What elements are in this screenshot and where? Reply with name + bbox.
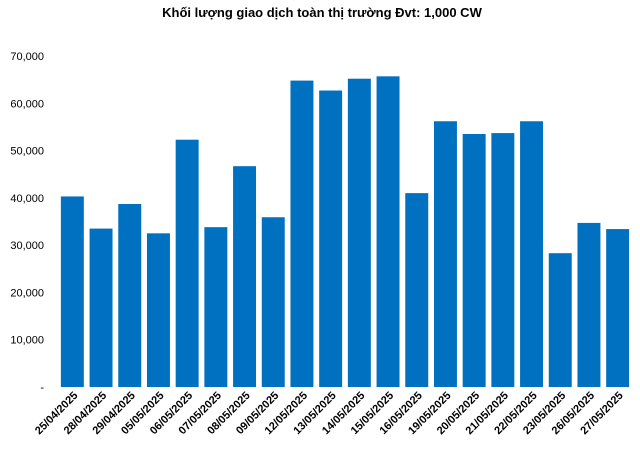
- bar: [60, 196, 84, 387]
- bar: [491, 133, 515, 387]
- bar: [520, 121, 544, 387]
- bars: [60, 76, 630, 388]
- bar: [146, 233, 170, 387]
- y-tick-label: 50,000: [10, 146, 44, 158]
- y-tick-label: 20,000: [10, 287, 44, 299]
- bar: [606, 229, 630, 387]
- bar: [175, 139, 199, 387]
- bar: [204, 227, 228, 387]
- chart-title: Khối lượng giao dịch toàn thị trường Đvt…: [162, 5, 482, 20]
- bar: [347, 78, 371, 387]
- y-tick-label: 10,000: [10, 335, 44, 347]
- y-tick-label: -: [40, 382, 44, 394]
- bar: [548, 253, 572, 387]
- y-tick-label: 40,000: [10, 193, 44, 205]
- bar: [319, 90, 343, 388]
- bar: [462, 134, 486, 387]
- bar: [233, 166, 257, 387]
- y-tick-label: 60,000: [10, 98, 44, 110]
- y-tick-label: 30,000: [10, 240, 44, 252]
- bar: [577, 222, 601, 387]
- y-tick-label: 70,000: [10, 51, 44, 63]
- bar: [290, 80, 314, 387]
- bar: [405, 193, 429, 387]
- y-axis: - 10,000 20,000 30,000 40,000 50,000 60,000 70,…: [10, 51, 44, 394]
- bar: [376, 76, 400, 387]
- x-axis: 25/04/202528/04/202529/04/202505/05/2025…: [33, 390, 626, 437]
- bar: [89, 228, 113, 387]
- bar: [261, 217, 285, 387]
- bar: [118, 204, 142, 387]
- bar: [433, 121, 457, 387]
